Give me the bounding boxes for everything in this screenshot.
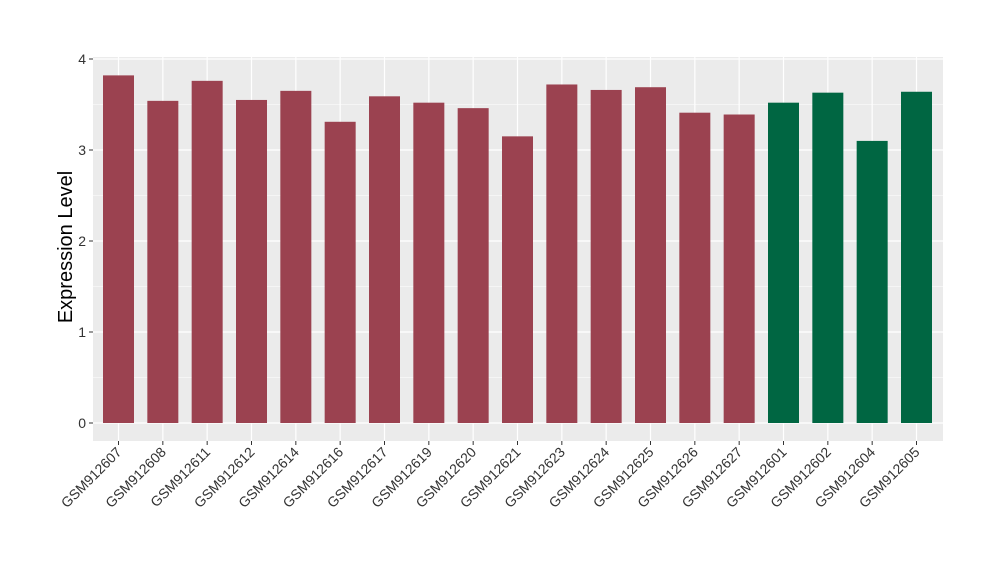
bar: [546, 84, 578, 423]
bar: [413, 102, 445, 424]
bar: [635, 87, 666, 424]
y-tick-label: 3: [78, 142, 86, 158]
bar: [502, 136, 533, 423]
bar: [812, 92, 844, 424]
bar: [590, 89, 622, 423]
bars: [103, 75, 932, 424]
bar: [723, 114, 755, 423]
bar: [457, 108, 489, 423]
bar: [679, 112, 711, 423]
bar: [856, 140, 888, 423]
bar: [191, 80, 223, 423]
bar: [147, 100, 179, 424]
bar: [280, 90, 312, 423]
bar: [103, 75, 134, 423]
y-tick-label: 1: [78, 324, 86, 340]
y-tick-label: 4: [78, 51, 86, 67]
y-tick-label: 0: [78, 415, 86, 431]
y-tick-label: 2: [78, 233, 86, 249]
bar: [768, 102, 799, 424]
bar: [236, 99, 267, 423]
x-axis: GSM912607GSM912608GSM912611GSM912612GSM9…: [58, 441, 923, 511]
y-axis-title: Expression Level: [55, 171, 77, 323]
bar: [324, 121, 356, 423]
y-axis: 0 1 2 3 4: [78, 51, 93, 431]
bar: [901, 91, 932, 423]
bar: [369, 96, 400, 423]
